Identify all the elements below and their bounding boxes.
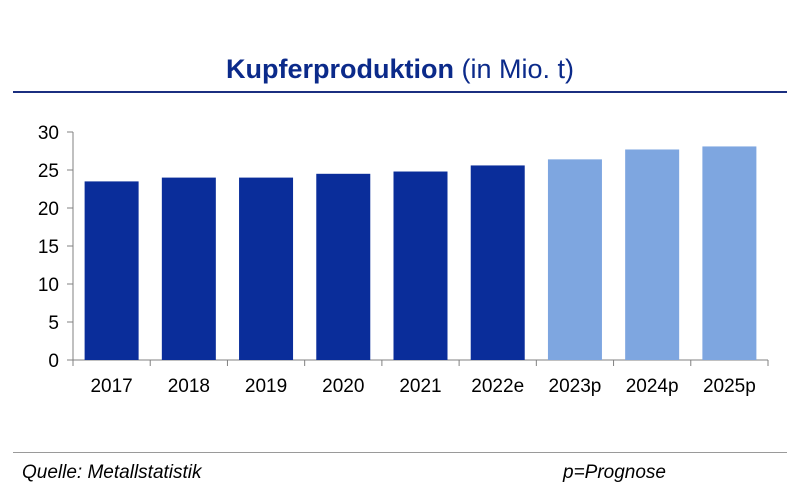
x-tick-label: 2017: [90, 376, 132, 397]
bar-chart: 0 5 10 15 20 25 30 2017 2018 2019 2020 2021 2022e 202…: [38, 123, 769, 397]
bar-2023p: [547, 159, 602, 360]
y-tick-label: 5: [48, 313, 59, 334]
bar-2017: [84, 181, 139, 360]
y-tick-label: 0: [48, 351, 59, 372]
bar-2018: [161, 177, 216, 360]
chart-title-main: Kupferproduktion: [225, 54, 454, 84]
chart-title: Kupferproduktion (in Mio. t): [0, 54, 800, 85]
x-tick-label: 2022e: [471, 376, 524, 397]
x-tick-label: 2018: [168, 376, 210, 397]
y-tick-label: 10: [38, 275, 59, 296]
title-divider: [13, 91, 787, 93]
bar-2020: [316, 173, 371, 360]
source-note: Quelle: Metallstatistik: [22, 462, 202, 483]
bar-2022e: [470, 165, 525, 360]
x-tick-label: 2021: [399, 376, 441, 397]
forecast-note: p=Prognose: [563, 462, 666, 483]
x-tick-label: 2019: [245, 376, 287, 397]
x-tick-label: 2020: [322, 376, 364, 397]
chart-title-unit: (in Mio. t): [461, 54, 574, 84]
bar-2021: [393, 171, 448, 360]
y-tick-label: 20: [38, 199, 59, 220]
bar-2019: [239, 177, 294, 360]
y-tick-label: 30: [38, 123, 59, 144]
y-tick-label: 15: [38, 237, 59, 258]
x-tick-label: 2024p: [626, 376, 679, 397]
y-tick-label: 25: [38, 161, 59, 182]
bar-2024p: [625, 149, 680, 360]
x-tick-label: 2023p: [549, 376, 602, 397]
bar-2025p: [702, 146, 757, 360]
x-tick-label: 2025p: [703, 376, 756, 397]
footer-divider: [13, 452, 787, 453]
